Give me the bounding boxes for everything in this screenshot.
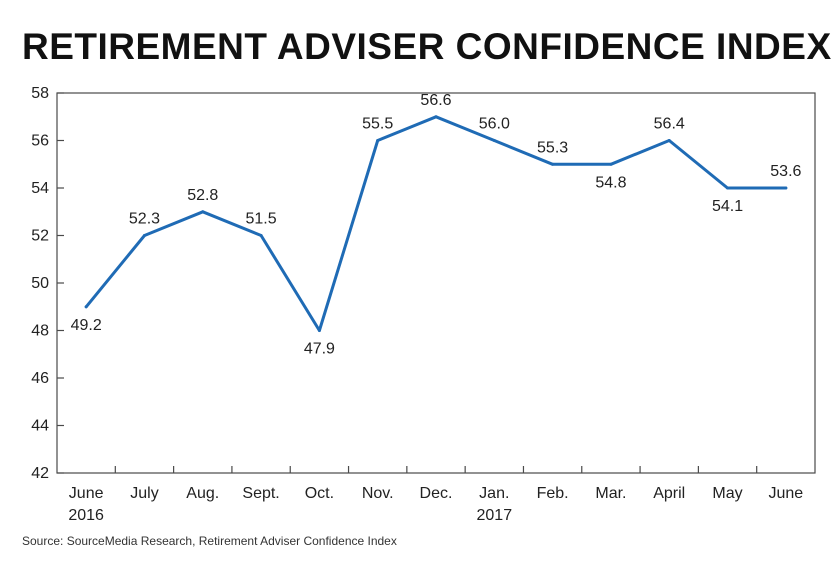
data-label: 53.6 [770,163,801,180]
y-tick-label: 42 [31,465,49,482]
x-tick-label: June [768,485,803,502]
data-point [784,186,788,190]
data-label: 56.4 [654,116,685,133]
data-point [609,162,613,166]
data-point [726,186,730,190]
x-tick-label: Sept. [242,485,279,502]
data-label: 54.8 [595,174,626,191]
y-tick-label: 52 [31,228,49,245]
data-point [434,115,438,119]
data-point [84,305,88,309]
chart-title: RETIREMENT ADVISER CONFIDENCE INDEX [22,26,832,67]
x-tick-label: Aug. [186,485,219,502]
x-tick-label: Nov. [362,485,394,502]
x-tick-label: April [653,485,685,502]
data-label: 49.2 [71,317,102,334]
data-point [201,210,205,214]
y-tick-label: 54 [31,180,49,197]
y-tick-label: 58 [31,85,49,102]
data-point [259,234,263,237]
data-label: 52.3 [129,211,160,228]
x-tick-label: 2017 [477,507,513,524]
plot-frame [56,92,816,474]
data-label: 52.8 [187,187,218,204]
x-tick-label: Jan. [479,485,509,502]
series-line [84,115,788,332]
y-tick-label: 44 [31,418,49,435]
x-tick-label: Feb. [537,485,569,502]
x-tick-label: June [69,485,104,502]
data-label: 51.5 [246,211,277,228]
y-tick-label: 46 [31,370,49,387]
x-tick-label: Oct. [305,485,334,502]
x-tick-label: July [130,485,158,502]
data-label: 47.9 [304,341,335,358]
data-point [551,162,555,166]
source-note: Source: SourceMedia Research, Retirement… [22,534,397,548]
x-tick-label: Dec. [420,485,453,502]
data-label: 55.5 [362,116,393,133]
data-point [492,139,496,142]
x-tick-label: 2016 [68,507,104,524]
data-label: 54.1 [712,198,743,215]
x-tick-label: May [712,485,742,502]
y-tick-label: 56 [31,133,49,150]
data-point [317,329,321,332]
data-point [142,234,146,237]
x-tick-label: Mar. [595,485,626,502]
y-tick-label: 48 [31,323,49,340]
data-label: 56.6 [420,92,451,109]
y-tick-label: 50 [31,275,49,292]
data-label: 55.3 [537,139,568,156]
data-point [376,139,380,142]
data-label: 56.0 [479,116,510,133]
data-point [667,139,671,142]
